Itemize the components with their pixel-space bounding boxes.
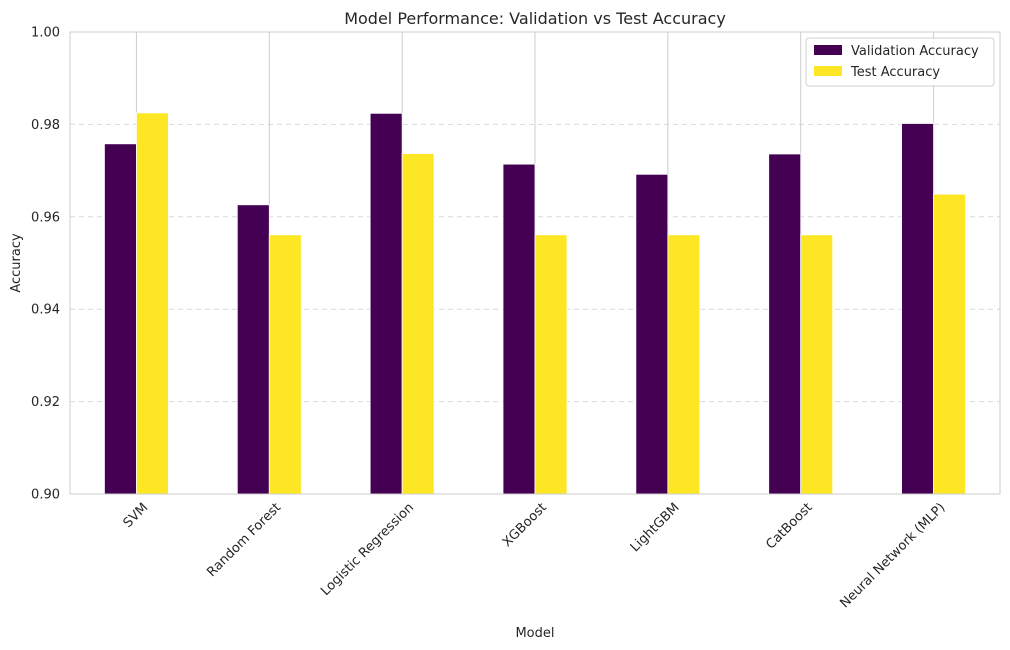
bar-test	[534, 234, 568, 495]
bar-test	[401, 153, 435, 495]
y-tick-label: 0.92	[31, 395, 60, 410]
y-axis-title: Accuracy	[9, 233, 24, 293]
y-tick-label: 0.98	[31, 118, 60, 133]
plot-frame	[69, 31, 1001, 495]
chart-title: Model Performance: Validation vs Test Ac…	[344, 9, 726, 28]
legend-swatch-validation	[814, 45, 842, 55]
bar-validation	[768, 153, 802, 495]
y-tick-label: 0.96	[31, 210, 60, 225]
y-tick-label: 0.94	[31, 303, 60, 318]
legend-swatch-test	[814, 66, 842, 76]
bar-validation	[901, 123, 934, 495]
bar-test	[268, 234, 302, 495]
bar-test	[800, 234, 834, 495]
legend: Validation Accuracy Test Accuracy	[805, 37, 995, 87]
y-axis-ticks: 0.90 0.92 0.94 0.96 0.98 1.00	[31, 26, 60, 503]
bars	[104, 112, 966, 495]
bar-validation	[104, 143, 137, 495]
y-tick-label: 0.90	[31, 488, 60, 503]
bar-validation	[369, 112, 403, 495]
x-axis-title: Model	[515, 626, 554, 641]
bar-validation	[635, 173, 669, 495]
bar-validation	[236, 204, 270, 495]
bar-validation	[502, 163, 536, 495]
bar-test	[136, 112, 169, 495]
legend-label-validation: Validation Accuracy	[851, 44, 979, 59]
legend-frame	[805, 37, 995, 87]
legend-label-test: Test Accuracy	[850, 65, 940, 80]
y-tick-label: 1.00	[31, 26, 60, 41]
bar-test	[933, 193, 966, 495]
bar-test	[667, 234, 701, 495]
